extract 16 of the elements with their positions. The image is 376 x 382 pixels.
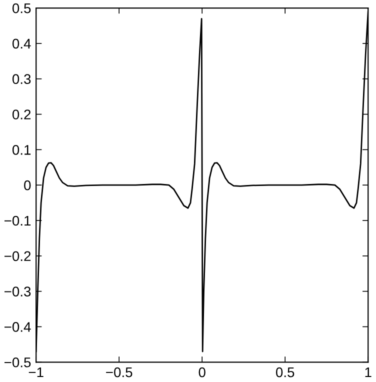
- y-tick-label: −0.4: [4, 322, 31, 332]
- y-tick-label: −0.5: [4, 357, 31, 368]
- y-tick-label: −0.2: [4, 251, 31, 262]
- y-tick-label: 0: [24, 180, 31, 190]
- y-tick-label: 0.2: [12, 110, 31, 120]
- x-tick-label: 1: [365, 368, 372, 378]
- x-tick-label: 0: [198, 367, 206, 378]
- y-tick-label: 0.3: [12, 74, 31, 84]
- y-tick-label: 0.5: [12, 3, 31, 14]
- x-tick-label: −1: [28, 368, 44, 378]
- y-tick-label: 0.4: [12, 38, 31, 49]
- x-tick-label: −0.5: [106, 367, 132, 378]
- y-tick-label: −0.1: [4, 216, 31, 226]
- y-tick-label: −0.3: [4, 286, 31, 296]
- y-tick-label: 0.1: [12, 145, 31, 155]
- x-tick-label: 0.5: [276, 367, 294, 378]
